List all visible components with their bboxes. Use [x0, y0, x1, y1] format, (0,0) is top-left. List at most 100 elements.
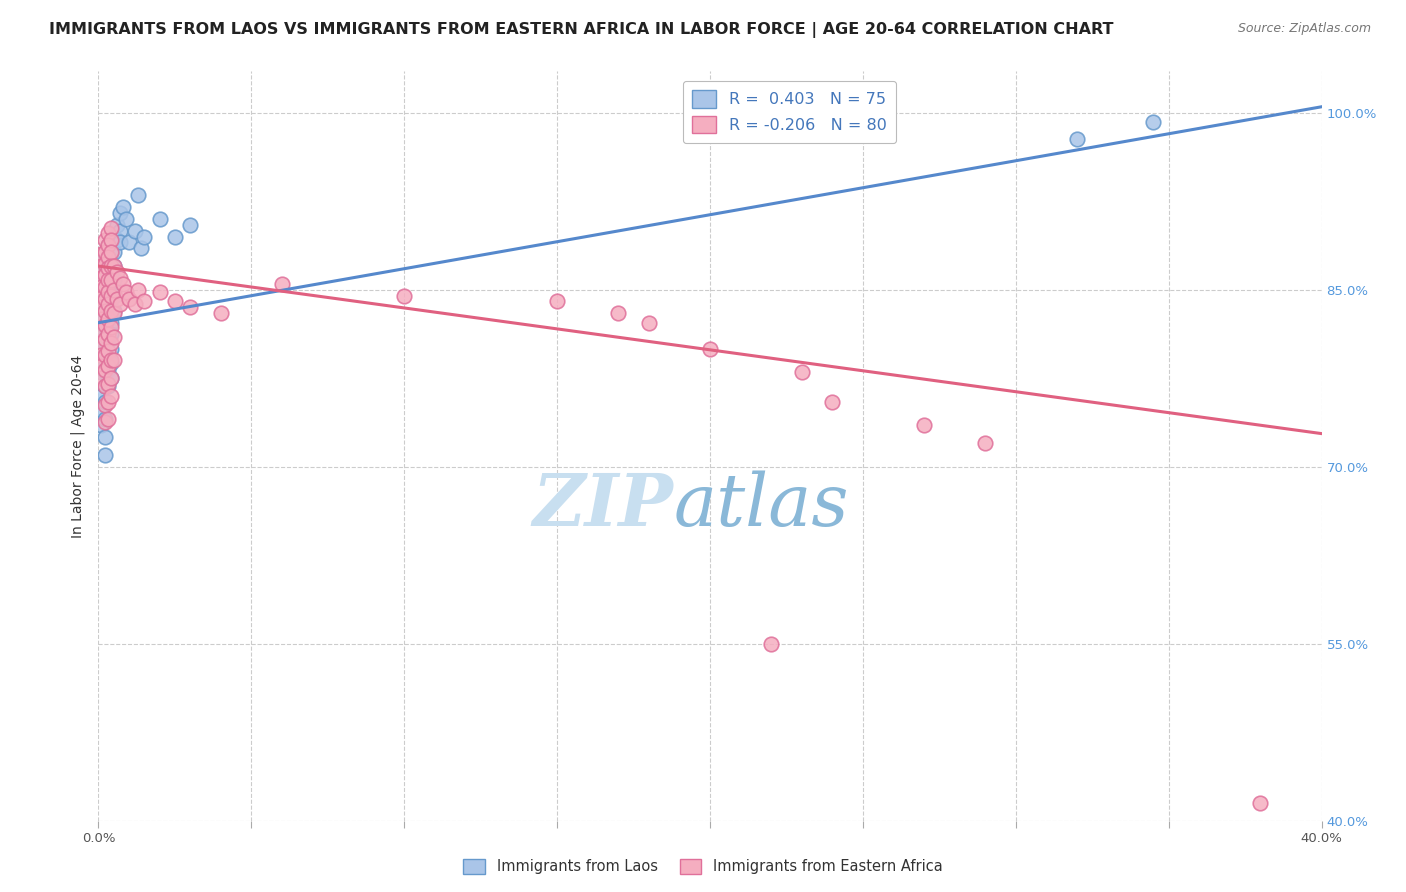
Point [105, 218, 128, 232]
Point [97, 344, 120, 359]
Point [912, 418, 935, 433]
Point [124, 224, 146, 238]
Point [93, 285, 115, 299]
Point [90, 312, 112, 326]
Point [790, 365, 813, 379]
Point [209, 306, 232, 320]
Point [103, 229, 125, 244]
Point [546, 294, 568, 309]
Point [97, 332, 120, 346]
Point [134, 294, 156, 309]
Point [90, 324, 112, 338]
Point [93, 332, 115, 346]
Point [100, 259, 122, 273]
Point [105, 265, 128, 279]
Point [1066, 131, 1088, 145]
Point [103, 304, 125, 318]
Point [124, 297, 146, 311]
Point [103, 259, 125, 273]
Point [129, 241, 152, 255]
Point [97, 379, 120, 393]
Point [100, 356, 122, 370]
Point [90, 280, 112, 294]
Point [93, 430, 115, 444]
Point [97, 285, 120, 299]
Point [93, 415, 115, 429]
Point [100, 327, 122, 342]
Point [118, 235, 141, 250]
Point [108, 224, 131, 238]
Point [93, 304, 115, 318]
Point [93, 347, 115, 361]
Point [100, 288, 122, 302]
Point [103, 273, 125, 287]
Point [90, 347, 112, 361]
Point [100, 304, 122, 318]
Point [93, 448, 115, 462]
Point [108, 270, 131, 285]
Text: ZIP: ZIP [533, 470, 673, 541]
Point [90, 324, 112, 338]
Point [97, 320, 120, 334]
Point [127, 283, 149, 297]
Point [115, 211, 138, 226]
Point [100, 371, 122, 385]
Point [93, 233, 115, 247]
Point [108, 297, 131, 311]
Point [100, 292, 122, 306]
Point [93, 294, 115, 309]
Point [90, 288, 112, 302]
Point [93, 394, 115, 409]
Point [97, 261, 120, 276]
Point [100, 233, 122, 247]
Point [97, 312, 120, 326]
Point [97, 327, 120, 342]
Point [163, 294, 186, 309]
Point [93, 312, 115, 326]
Point [103, 283, 125, 297]
Point [179, 301, 201, 315]
Point [93, 379, 115, 393]
Point [100, 244, 122, 259]
Point [100, 273, 122, 287]
Point [93, 379, 115, 393]
Point [90, 259, 112, 273]
Point [90, 247, 112, 261]
Point [97, 237, 120, 252]
Point [90, 270, 112, 285]
Point [97, 309, 120, 323]
Point [97, 363, 120, 377]
Point [100, 316, 122, 330]
Point [93, 353, 115, 368]
Point [100, 233, 122, 247]
Point [90, 359, 112, 374]
Point [90, 335, 112, 350]
Point [607, 306, 630, 320]
Point [93, 412, 115, 426]
Point [100, 257, 122, 271]
Point [93, 304, 115, 318]
Point [97, 273, 120, 287]
Point [93, 280, 115, 294]
Point [93, 277, 115, 291]
Point [93, 318, 115, 332]
Point [97, 250, 120, 264]
Point [90, 403, 112, 417]
Text: IMMIGRANTS FROM LAOS VS IMMIGRANTS FROM EASTERN AFRICA IN LABOR FORCE | AGE 20-6: IMMIGRANTS FROM LAOS VS IMMIGRANTS FROM … [49, 22, 1114, 38]
Point [90, 365, 112, 379]
Text: Source: ZipAtlas.com: Source: ZipAtlas.com [1237, 22, 1371, 36]
Point [974, 436, 997, 450]
Point [93, 259, 115, 273]
Point [97, 394, 120, 409]
Point [90, 277, 112, 291]
Point [105, 233, 128, 247]
Point [699, 342, 721, 356]
Point [97, 250, 120, 264]
Point [90, 301, 112, 315]
Point [108, 235, 131, 250]
Point [93, 292, 115, 306]
Point [100, 221, 122, 235]
Point [149, 211, 172, 226]
Point [821, 394, 844, 409]
Point [97, 377, 120, 392]
